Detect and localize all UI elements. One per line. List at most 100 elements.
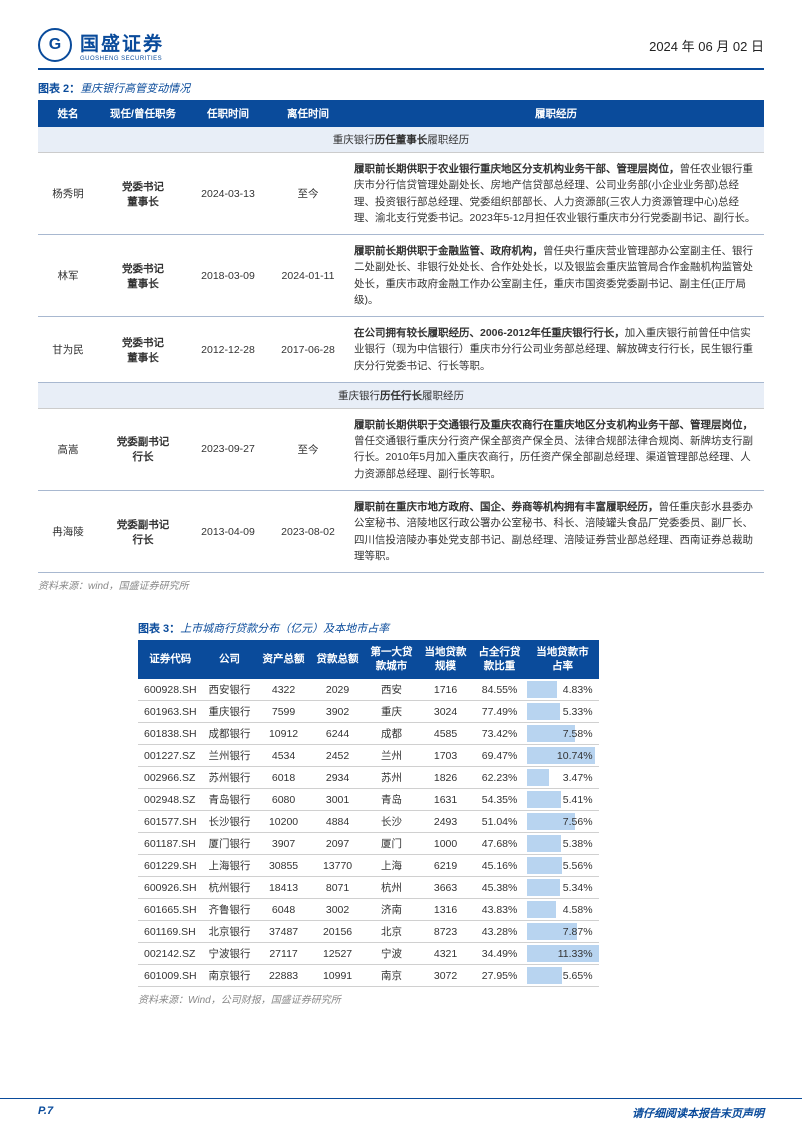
cell-pct: 54.35% — [473, 789, 527, 811]
cell-code: 001227.SZ — [138, 745, 203, 767]
page-footer: P.7 请仔细阅读本报告末页声明 — [0, 1098, 802, 1121]
cell-code: 002966.SZ — [138, 767, 203, 789]
figure3-title: 图表 3：上市城商行贷款分布（亿元）及本地市占率 — [138, 620, 764, 636]
table-row: 冉海陵党委副书记行长2013-04-092023-08-02履职前在重庆市地方政… — [38, 490, 764, 572]
cell-pct: 43.83% — [473, 899, 527, 921]
col-position: 现任/曾任职务 — [98, 100, 188, 127]
table-row: 601838.SH成都银行109126244成都458573.42%7.58% — [138, 723, 599, 745]
cell-city: 苏州 — [365, 767, 419, 789]
table-row: 600928.SH西安银行43222029西安171684.55%4.83% — [138, 679, 599, 701]
cell-loans: 12527 — [311, 943, 365, 965]
page-header: G 国盛证券 GUOSHENG SECURITIES 2024 年 06 月 0… — [38, 28, 764, 70]
cell-loans: 4884 — [311, 811, 365, 833]
cell-loans: 3902 — [311, 701, 365, 723]
cell-city: 上海 — [365, 855, 419, 877]
cell-loans: 3002 — [311, 899, 365, 921]
col-desc: 履职经历 — [348, 100, 764, 127]
cell-company: 长沙银行 — [203, 811, 257, 833]
cell-pct: 62.23% — [473, 767, 527, 789]
cell-start: 2018-03-09 — [188, 235, 268, 317]
cell-pct: 45.16% — [473, 855, 527, 877]
cell-end: 2017-06-28 — [268, 317, 348, 383]
cell-share: 7.56% — [527, 811, 599, 833]
cell-assets: 27117 — [257, 943, 311, 965]
cell-position: 党委书记董事长 — [98, 235, 188, 317]
cell-name: 冉海陵 — [38, 490, 98, 572]
table-row: 601665.SH齐鲁银行60483002济南131643.83%4.58% — [138, 899, 599, 921]
cell-company: 西安银行 — [203, 679, 257, 701]
cell-loans: 10991 — [311, 965, 365, 987]
cell-company: 南京银行 — [203, 965, 257, 987]
col-pct: 占全行贷款比重 — [473, 640, 527, 679]
table-row: 002966.SZ苏州银行60182934苏州182662.23%3.47% — [138, 767, 599, 789]
cell-name: 高嵩 — [38, 408, 98, 490]
cell-share: 5.33% — [527, 701, 599, 723]
cell-code: 600928.SH — [138, 679, 203, 701]
cell-share: 4.58% — [527, 899, 599, 921]
table-row: 杨秀明党委书记董事长2024-03-13至今履职前长期供职于农业银行重庆地区分支… — [38, 153, 764, 235]
cell-local: 2493 — [419, 811, 473, 833]
cell-company: 苏州银行 — [203, 767, 257, 789]
cell-city: 长沙 — [365, 811, 419, 833]
cell-loans: 3001 — [311, 789, 365, 811]
cell-share: 5.65% — [527, 965, 599, 987]
cell-local: 1000 — [419, 833, 473, 855]
cell-assets: 6048 — [257, 899, 311, 921]
cell-start: 2024-03-13 — [188, 153, 268, 235]
cell-code: 601665.SH — [138, 899, 203, 921]
col-name: 姓名 — [38, 100, 98, 127]
cell-end: 2023-08-02 — [268, 490, 348, 572]
page-number: P.7 — [38, 1105, 53, 1121]
cell-company: 宁波银行 — [203, 943, 257, 965]
cell-share: 5.56% — [527, 855, 599, 877]
logo-en: GUOSHENG SECURITIES — [80, 56, 164, 62]
cell-pct: 47.68% — [473, 833, 527, 855]
cell-assets: 22883 — [257, 965, 311, 987]
cell-end: 至今 — [268, 408, 348, 490]
cell-share: 7.87% — [527, 921, 599, 943]
cell-city: 北京 — [365, 921, 419, 943]
cell-loans: 2934 — [311, 767, 365, 789]
cell-local: 1316 — [419, 899, 473, 921]
col-assets: 资产总额 — [257, 640, 311, 679]
cell-local: 3663 — [419, 877, 473, 899]
cell-assets: 7599 — [257, 701, 311, 723]
col-company: 公司 — [203, 640, 257, 679]
cell-share: 3.47% — [527, 767, 599, 789]
cell-desc: 在公司拥有较长履职经历、2006-2012年任重庆银行行长，加入重庆银行前曾任中… — [348, 317, 764, 383]
table-row: 600926.SH杭州银行184138071杭州366345.38%5.34% — [138, 877, 599, 899]
cell-share: 10.74% — [527, 745, 599, 767]
cell-loans: 13770 — [311, 855, 365, 877]
cell-pct: 45.38% — [473, 877, 527, 899]
cell-company: 杭州银行 — [203, 877, 257, 899]
figure3-source: 资料来源：Wind，公司财报，国盛证券研究所 — [138, 991, 764, 1006]
cell-local: 4585 — [419, 723, 473, 745]
cell-company: 成都银行 — [203, 723, 257, 745]
cell-code: 601838.SH — [138, 723, 203, 745]
cell-code: 601229.SH — [138, 855, 203, 877]
table-executives: 姓名 现任/曾任职务 任职时间 离任时间 履职经历 重庆银行历任董事长履职经历杨… — [38, 100, 764, 573]
cell-share: 7.58% — [527, 723, 599, 745]
cell-city: 西安 — [365, 679, 419, 701]
cell-position: 党委副书记行长 — [98, 408, 188, 490]
cell-share: 5.41% — [527, 789, 599, 811]
table-row: 601229.SH上海银行3085513770上海621945.16%5.56% — [138, 855, 599, 877]
cell-desc: 履职前长期供职于交通银行及重庆农商行在重庆地区分支机构业务干部、管理层岗位，曾任… — [348, 408, 764, 490]
cell-position: 党委书记董事长 — [98, 317, 188, 383]
cell-local: 1826 — [419, 767, 473, 789]
cell-end: 2024-01-11 — [268, 235, 348, 317]
cell-share: 5.38% — [527, 833, 599, 855]
cell-code: 002142.SZ — [138, 943, 203, 965]
cell-code: 601963.SH — [138, 701, 203, 723]
cell-assets: 4534 — [257, 745, 311, 767]
cell-company: 北京银行 — [203, 921, 257, 943]
cell-share: 5.34% — [527, 877, 599, 899]
cell-assets: 37487 — [257, 921, 311, 943]
cell-name: 林军 — [38, 235, 98, 317]
cell-code: 002948.SZ — [138, 789, 203, 811]
cell-city: 济南 — [365, 899, 419, 921]
cell-position: 党委副书记行长 — [98, 490, 188, 572]
cell-loans: 6244 — [311, 723, 365, 745]
cell-local: 6219 — [419, 855, 473, 877]
cell-pct: 84.55% — [473, 679, 527, 701]
